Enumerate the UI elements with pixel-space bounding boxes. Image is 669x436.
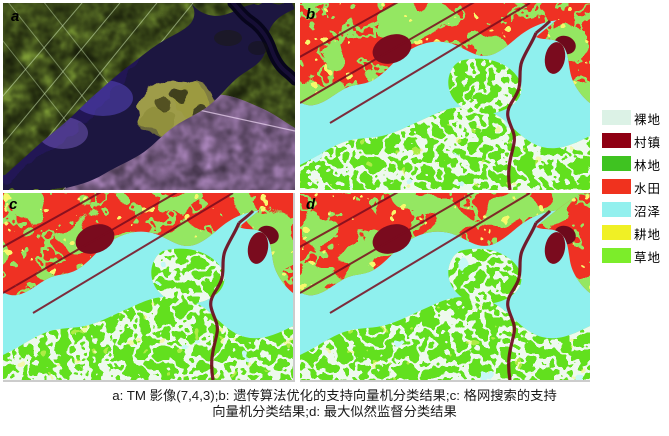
svg-text:c: c [9, 196, 18, 213]
svg-text:d: d [306, 196, 316, 213]
svg-text:b: b [306, 6, 315, 23]
svg-text:a: a [11, 8, 19, 25]
